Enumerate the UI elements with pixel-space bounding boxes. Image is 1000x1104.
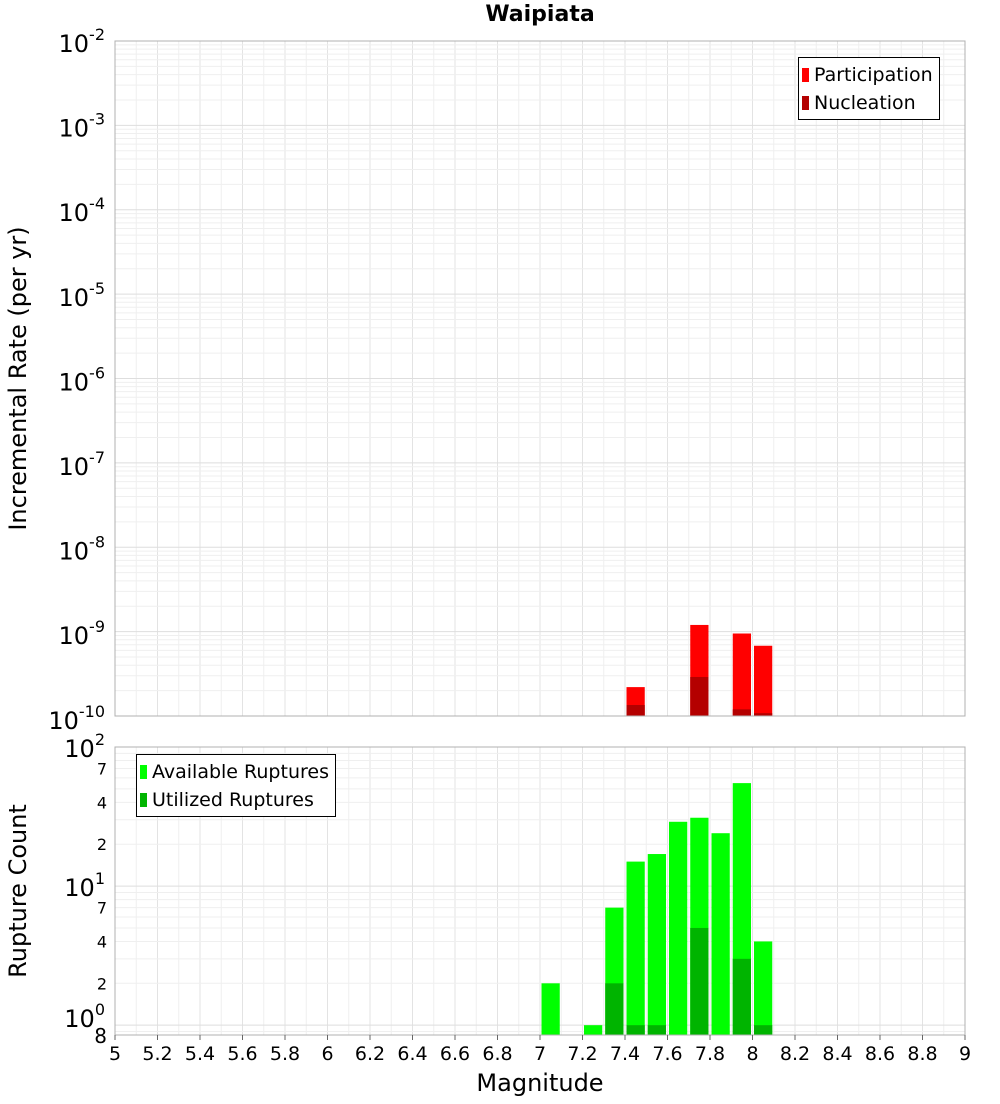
y-tick-label: 102 bbox=[64, 730, 105, 763]
y-tick-label: 10-4 bbox=[59, 194, 106, 227]
legend-item: Available Ruptures bbox=[140, 758, 329, 786]
bar-available-ruptures bbox=[754, 941, 773, 1035]
y-tick-label: 10-5 bbox=[59, 279, 106, 312]
x-tick-label: 5.4 bbox=[185, 1043, 215, 1065]
y-tick-label: 10-2 bbox=[59, 25, 106, 58]
x-tick-label: 5.6 bbox=[227, 1043, 257, 1065]
legend-item: Nucleation bbox=[802, 89, 933, 117]
legend-swatch bbox=[802, 96, 809, 110]
legend-swatch bbox=[802, 68, 809, 82]
bar-available-ruptures bbox=[669, 821, 688, 1035]
x-tick-label: 6 bbox=[321, 1043, 333, 1065]
bar-available-ruptures bbox=[647, 854, 666, 1035]
x-tick-label: 5.8 bbox=[270, 1043, 300, 1065]
y-tick-label: 2 bbox=[97, 974, 107, 993]
bar-nucleation bbox=[732, 709, 751, 716]
bar-utilized-ruptures bbox=[605, 983, 624, 1035]
x-tick-label: 9 bbox=[959, 1043, 971, 1065]
legend-swatch bbox=[140, 793, 147, 807]
legend-item: Utilized Ruptures bbox=[140, 786, 329, 814]
y-tick-label: 10-7 bbox=[59, 448, 106, 481]
y-axis-label: Rupture Count bbox=[4, 804, 32, 978]
bar-available-ruptures bbox=[711, 833, 730, 1035]
y-tick-label: 10-6 bbox=[59, 363, 106, 396]
x-tick-label: 6.4 bbox=[397, 1043, 427, 1065]
x-tick-label: 7.2 bbox=[567, 1043, 597, 1065]
bar-participation bbox=[754, 645, 773, 716]
bar-nucleation bbox=[626, 705, 645, 716]
x-tick-label: 6.2 bbox=[355, 1043, 385, 1065]
x-axis-label: Magnitude bbox=[476, 1069, 603, 1097]
legend-label: Available Ruptures bbox=[152, 761, 329, 783]
x-tick-label: 6.8 bbox=[482, 1043, 512, 1065]
y-tick-label: 8 bbox=[94, 1024, 107, 1048]
y-tick-label: 4 bbox=[97, 793, 107, 812]
y-tick-label: 100 bbox=[64, 1000, 105, 1033]
bar-utilized-ruptures bbox=[690, 927, 709, 1035]
x-tick-label: 5.2 bbox=[142, 1043, 172, 1065]
x-tick-label: 6.6 bbox=[440, 1043, 470, 1065]
bar-participation bbox=[732, 633, 751, 716]
x-tick-label: 7.4 bbox=[610, 1043, 640, 1065]
legend-item: Participation bbox=[802, 61, 933, 89]
y-tick-label: 10-10 bbox=[48, 702, 105, 735]
x-tick-label: 5 bbox=[109, 1043, 121, 1065]
x-tick-label: 7 bbox=[534, 1043, 546, 1065]
x-tick-label: 8 bbox=[746, 1043, 758, 1065]
x-tick-label: 8.2 bbox=[780, 1043, 810, 1065]
bar-available-ruptures bbox=[626, 861, 645, 1035]
bar-utilized-ruptures bbox=[647, 1025, 666, 1035]
bar-available-ruptures bbox=[584, 1025, 603, 1035]
chart-title: Waipiata bbox=[485, 2, 595, 27]
legend-label: Participation bbox=[814, 64, 933, 86]
x-tick-label: 8.6 bbox=[865, 1043, 895, 1065]
y-tick-label: 2 bbox=[97, 835, 107, 854]
legend-label: Utilized Ruptures bbox=[152, 789, 314, 811]
y-tick-label: 7 bbox=[97, 899, 107, 918]
y-tick-label: 10-3 bbox=[59, 110, 106, 143]
y-tick-label: 10-8 bbox=[59, 533, 106, 566]
x-tick-label: 7.6 bbox=[652, 1043, 682, 1065]
y-tick-label: 101 bbox=[64, 869, 105, 902]
bar-nucleation bbox=[754, 713, 773, 716]
y-tick-label: 4 bbox=[97, 932, 107, 951]
x-tick-label: 8.8 bbox=[907, 1043, 937, 1065]
x-tick-label: 8.4 bbox=[822, 1043, 852, 1065]
legend-swatch bbox=[140, 765, 147, 779]
plot-frame bbox=[114, 40, 966, 717]
bar-utilized-ruptures bbox=[732, 958, 751, 1035]
bar-utilized-ruptures bbox=[754, 1025, 773, 1035]
bar-utilized-ruptures bbox=[626, 1025, 645, 1035]
x-tick-label: 7.8 bbox=[695, 1043, 725, 1065]
legend-bottom: Available Ruptures Utilized Ruptures bbox=[136, 754, 336, 817]
bar-nucleation bbox=[690, 676, 709, 716]
y-tick-label: 7 bbox=[97, 760, 107, 779]
legend-top: Participation Nucleation bbox=[798, 57, 940, 120]
legend-label: Nucleation bbox=[814, 92, 916, 114]
y-tick-label: 10-9 bbox=[59, 617, 106, 650]
bar-available-ruptures bbox=[541, 983, 560, 1035]
y-axis-label: Incremental Rate (per yr) bbox=[4, 226, 32, 530]
